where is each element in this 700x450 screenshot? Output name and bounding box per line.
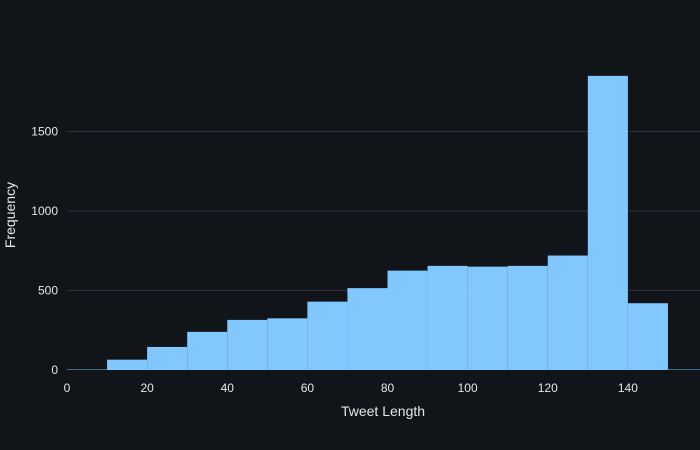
x-axis-title: Tweet Length [341,403,425,419]
y-tick-label: 0 [51,363,58,377]
histogram-bar [107,359,148,370]
histogram-bar [267,318,308,370]
y-tick-label: 1000 [31,204,58,218]
x-tick-label: 40 [221,381,235,395]
histogram-bar [587,75,628,370]
y-axis-title: Frequency [2,182,18,248]
histogram-bar [467,266,508,370]
histogram-bar [227,319,268,370]
x-axis-tick-labels: 0 20 40 60 80 100 120 140 [64,381,639,395]
histogram-bars [67,75,700,370]
histogram-bar [547,255,588,370]
histogram-bar [387,270,428,370]
y-axis-tick-labels: 0 500 1000 1500 [31,125,58,378]
histogram-bar [627,303,668,370]
histogram-bar [507,265,548,370]
x-tick-label: 60 [301,381,315,395]
histogram-bar [187,331,228,370]
histogram-bar [427,265,468,370]
x-tick-label: 20 [140,381,154,395]
x-tick-label: 100 [458,381,478,395]
x-tick-label: 140 [618,381,638,395]
y-tick-label: 500 [38,284,58,298]
histogram-bar [347,288,388,370]
x-tick-label: 80 [381,381,395,395]
histogram-bar [147,346,188,370]
histogram-bar [307,301,348,370]
x-tick-label: 0 [64,381,71,395]
y-tick-label: 1500 [31,125,58,139]
x-tick-label: 120 [538,381,558,395]
